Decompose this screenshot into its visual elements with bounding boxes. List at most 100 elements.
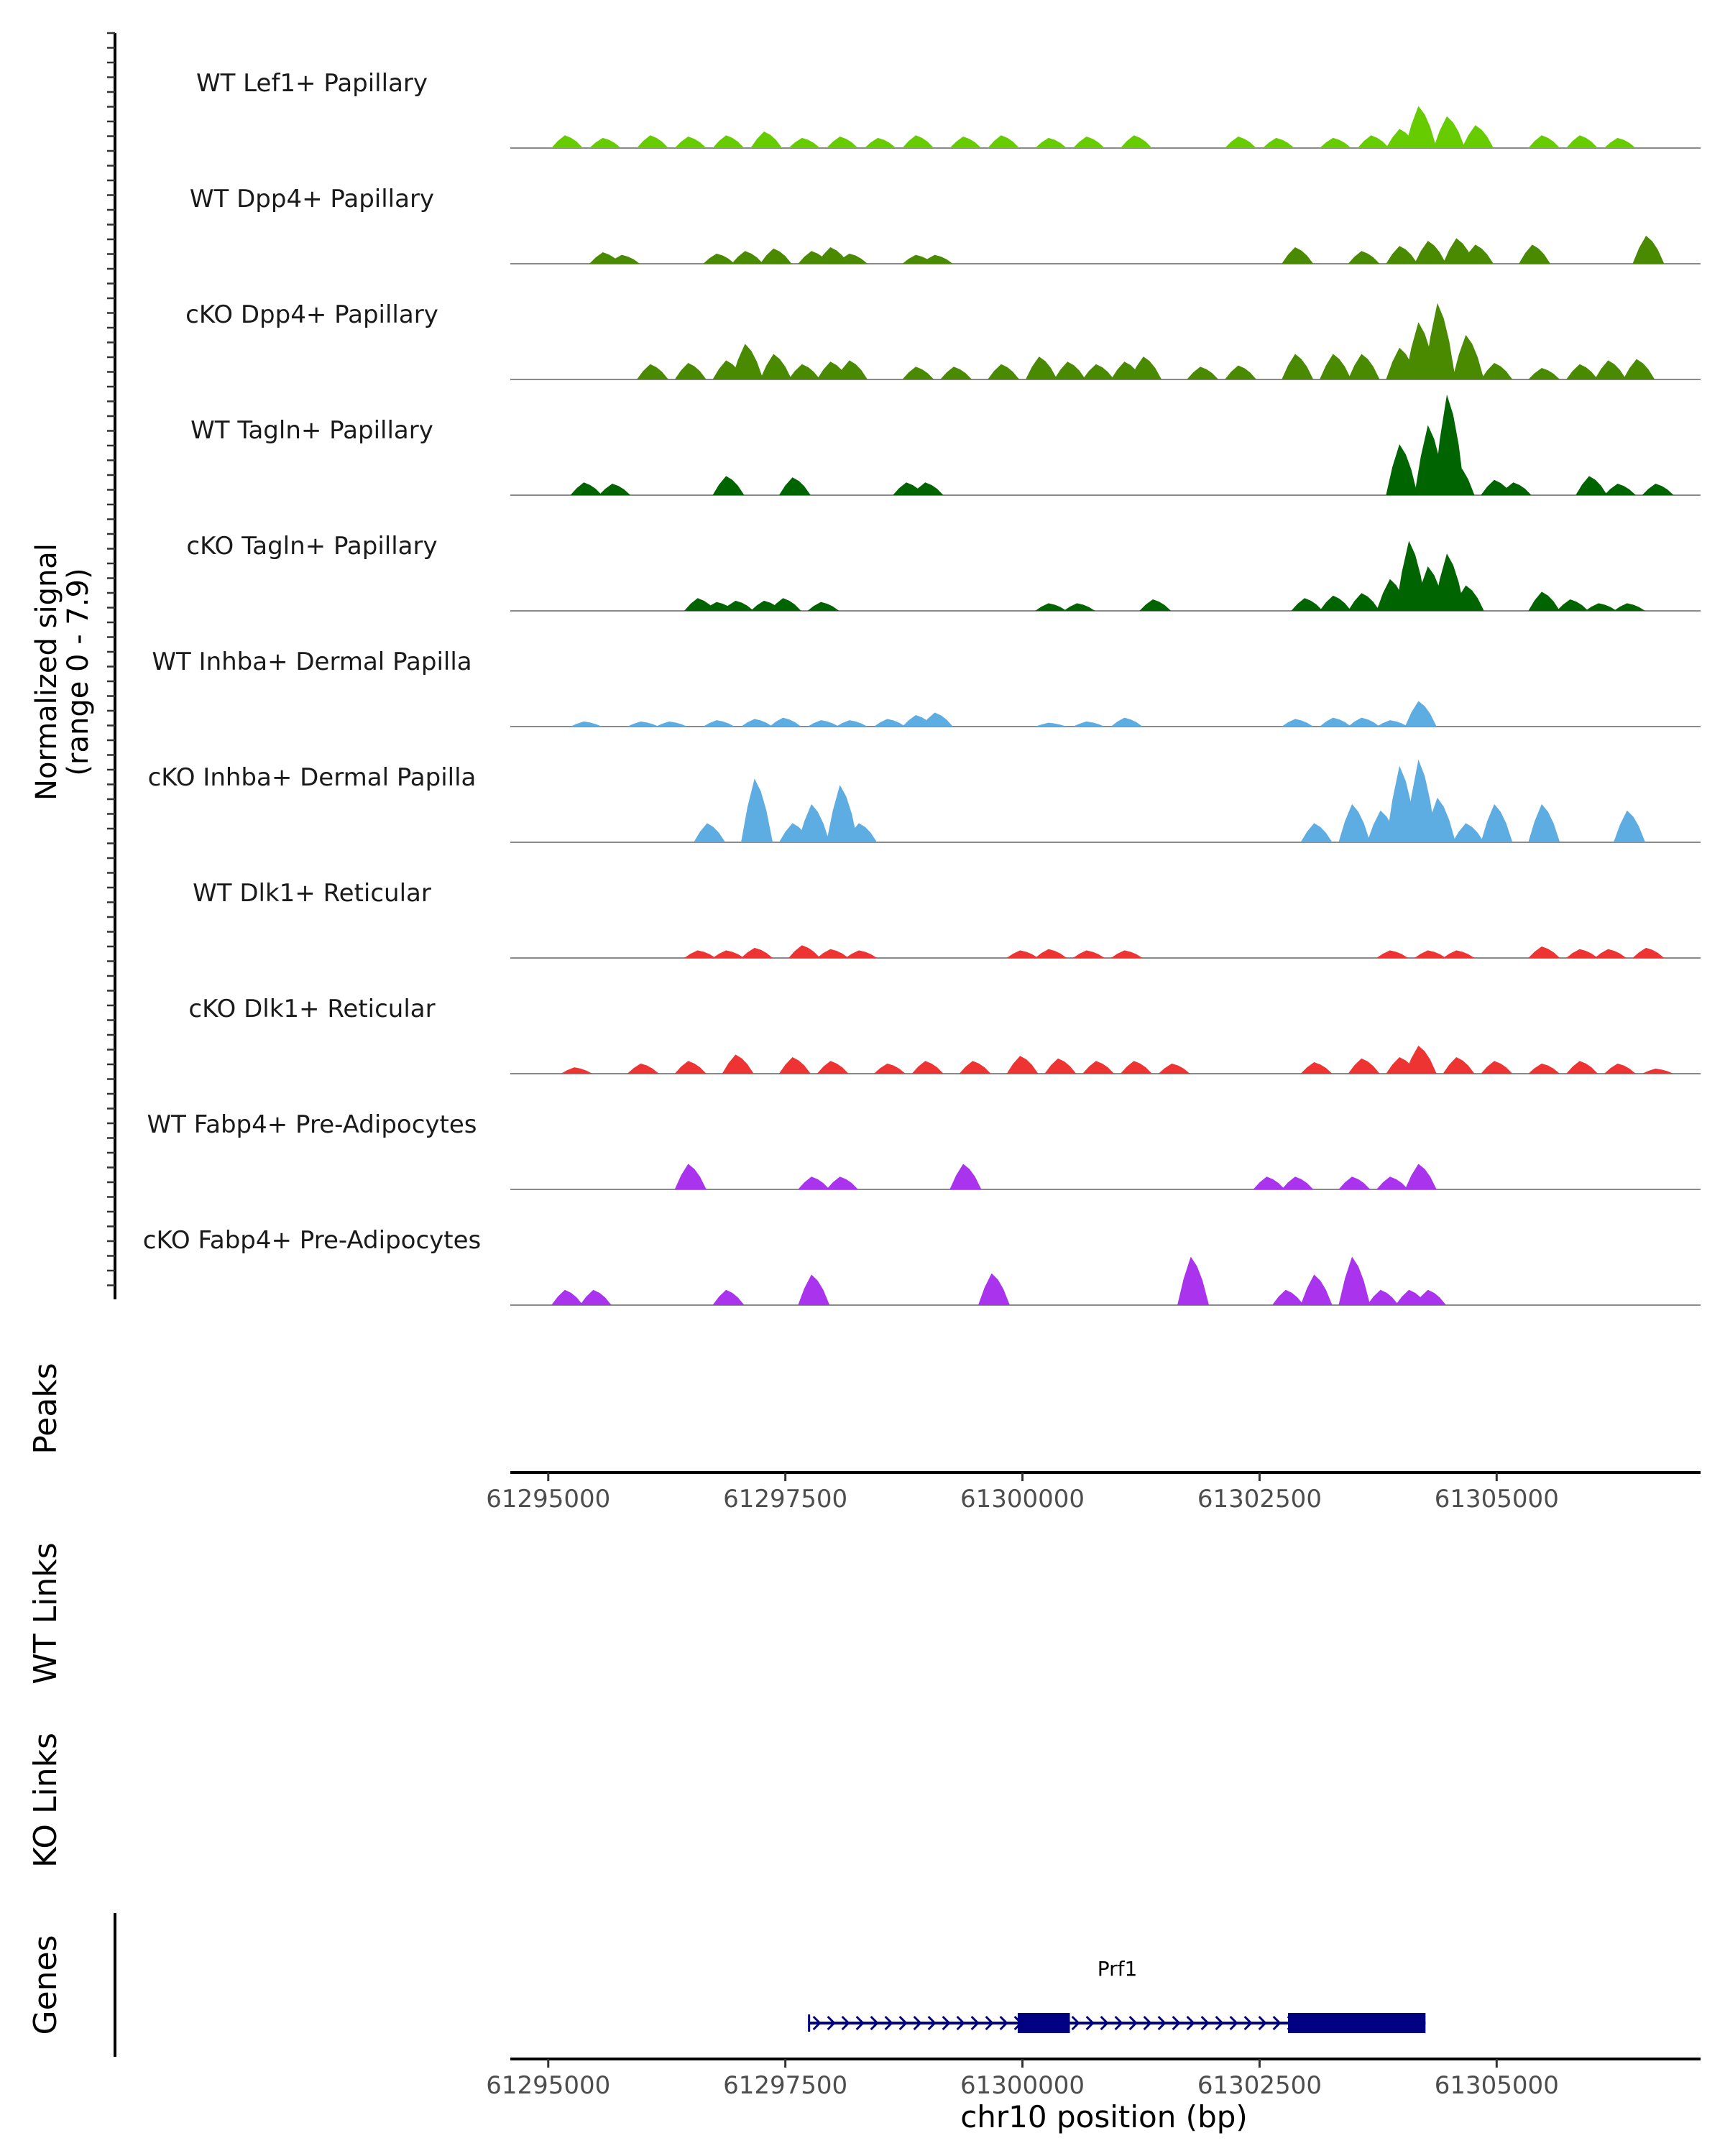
signal-peak <box>798 803 830 842</box>
signal-peak <box>570 482 602 495</box>
signal-peak <box>1528 1063 1560 1074</box>
signal-peak <box>712 950 745 958</box>
signal-peak <box>1054 361 1086 379</box>
signal-peak <box>1338 1176 1371 1189</box>
gene-exon <box>1017 2013 1070 2033</box>
signal-peak <box>1528 803 1560 842</box>
signal-peak <box>1348 593 1380 611</box>
signal-peak <box>1632 947 1665 958</box>
signal-peak <box>694 823 726 842</box>
signal-peak <box>1319 137 1351 148</box>
signal-peak <box>1386 444 1418 495</box>
coverage-track-wt-inhba-dermal-papilla: WT Inhba+ Dermal Papilla <box>152 648 1701 727</box>
signal-peak <box>902 135 934 148</box>
signal-peak <box>1300 823 1333 842</box>
track-label-cko-inhba-dermal-papilla: cKO Inhba+ Dermal Papilla <box>148 763 477 792</box>
signal-peak <box>959 1061 991 1074</box>
signal-peak <box>1072 137 1105 148</box>
gene-prf1: Prf1 <box>808 1957 1426 2033</box>
track-label-cko-dlk1-reticular: cKO Dlk1+ Reticular <box>188 995 435 1023</box>
signal-peak <box>978 1273 1010 1305</box>
signal-peak <box>674 1164 707 1189</box>
strand-arrow <box>1258 2015 1267 2031</box>
signal-peak <box>864 137 896 148</box>
signal-peak <box>1452 823 1484 842</box>
signal-peak <box>1414 950 1446 958</box>
signal-peak <box>807 602 840 611</box>
strand-arrow <box>827 2015 836 2031</box>
strand-arrow <box>1143 2015 1152 2031</box>
track-label-wt-dlk1-reticular: WT Dlk1+ Reticular <box>193 879 431 908</box>
track-label-wt-lef1-papillary: WT Lef1+ Papillary <box>196 69 428 98</box>
signal-peak <box>902 367 934 379</box>
signal-peak <box>674 362 707 379</box>
strand-arrow <box>927 2015 937 2031</box>
signal-peak <box>1424 303 1456 379</box>
signal-peak <box>807 720 840 727</box>
signal-peak <box>1404 1164 1437 1189</box>
signal-peak <box>1110 717 1143 727</box>
signal-peak <box>1528 946 1560 958</box>
signal-peak <box>1386 246 1418 264</box>
track-label-wt-dpp4-papillary: WT Dpp4+ Papillary <box>190 185 434 213</box>
signal-peak <box>1528 135 1560 148</box>
signal-peak <box>551 135 584 148</box>
signal-peak <box>1594 360 1627 379</box>
signal-peak <box>911 482 944 495</box>
signal-peak <box>949 1164 982 1189</box>
coverage-track-wt-tagln-papillary: WT Tagln+ Papillary <box>190 395 1701 496</box>
signal-peak <box>1576 476 1608 495</box>
wt-links-track-label: WT Links <box>27 1542 64 1684</box>
signal-peak <box>1366 1289 1399 1305</box>
peaks-track-label: Peaks <box>27 1363 64 1454</box>
coverage-track-cko-fabp4-pre-adipocytes: cKO Fabp4+ Pre-Adipocytes <box>143 1226 1701 1306</box>
signal-peak <box>1082 364 1115 379</box>
signal-peak <box>1556 599 1588 611</box>
signal-peak <box>1604 1063 1636 1074</box>
ko-links-track-label: KO Links <box>27 1733 64 1868</box>
coverage-track-wt-lef1-papillary: WT Lef1+ Papillary <box>196 69 1701 149</box>
signal-peak <box>798 1274 830 1305</box>
signal-peak <box>816 949 849 958</box>
signal-peak <box>712 1289 745 1305</box>
signal-peak <box>1282 1176 1314 1189</box>
signal-peak <box>712 135 745 148</box>
strand-arrow <box>812 2015 822 2031</box>
signal-peak <box>873 719 906 727</box>
signal-peak <box>1376 950 1409 958</box>
signal-peak <box>1291 598 1323 611</box>
signal-peak <box>836 360 868 379</box>
signal-peak <box>627 1063 659 1074</box>
signal-peak <box>1272 1289 1305 1305</box>
signal-peak <box>1225 137 1257 148</box>
signal-peak <box>826 785 858 842</box>
signal-peak <box>703 720 735 727</box>
signal-peak <box>845 823 878 842</box>
signal-peak <box>1082 1061 1115 1074</box>
signal-peak <box>712 476 745 495</box>
signal-peak <box>589 137 621 148</box>
signal-peak <box>1566 1061 1598 1074</box>
signal-peak <box>1177 1256 1210 1305</box>
x-tick-label: 61300000 <box>960 2071 1085 2100</box>
signal-peak <box>988 364 1020 379</box>
x-tick-label: 61305000 <box>1435 1485 1559 1514</box>
signal-peak <box>1319 354 1351 379</box>
gene-exon <box>1288 2013 1426 2033</box>
strand-arrow <box>1229 2015 1238 2031</box>
strand-arrow <box>1128 2015 1138 2031</box>
signal-peak <box>1414 1289 1446 1305</box>
signal-peak <box>1006 1056 1039 1074</box>
signal-peak <box>1357 135 1389 148</box>
signal-peak <box>949 137 982 148</box>
signal-peak <box>1566 949 1598 958</box>
signal-peak <box>1594 949 1627 958</box>
signal-peak <box>1338 1256 1371 1305</box>
signal-peak <box>722 1054 754 1074</box>
genes-track-label: Genes <box>27 1935 64 2035</box>
signal-peak <box>1614 810 1646 842</box>
signal-peak <box>656 721 688 727</box>
strand-arrow <box>1215 2015 1224 2031</box>
signal-peak <box>1481 1061 1513 1074</box>
signal-peak <box>836 720 868 727</box>
